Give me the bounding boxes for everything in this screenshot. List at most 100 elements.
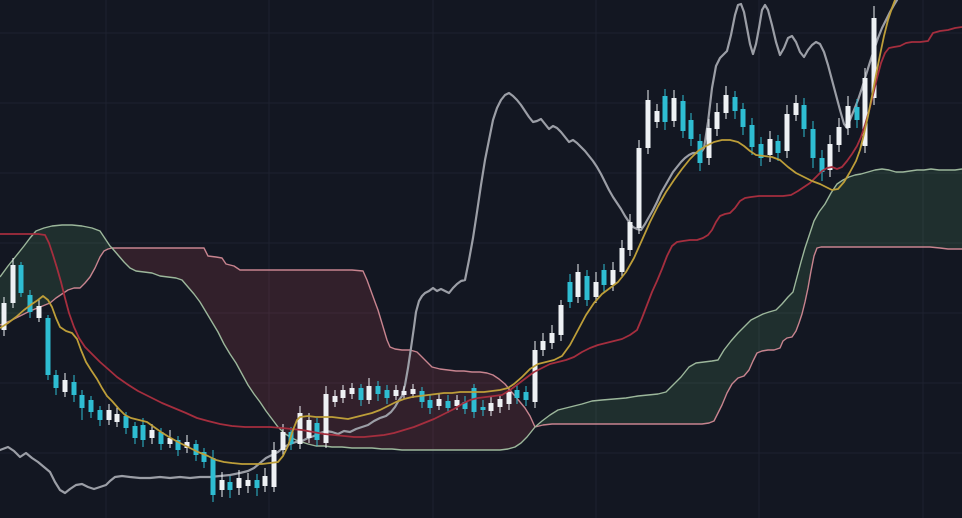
candle-up	[627, 214, 633, 256]
candle-body	[366, 386, 372, 400]
candle-down	[810, 121, 816, 168]
candle-down	[53, 370, 59, 395]
chikou-span-line	[0, 0, 899, 495]
candle-body	[636, 148, 642, 228]
candle-down	[801, 98, 807, 137]
candle-up	[654, 104, 660, 128]
candle-body	[714, 112, 720, 129]
candle-body	[10, 265, 16, 303]
candle-body	[749, 125, 755, 147]
kijun-line	[0, 26, 962, 438]
candle-body	[706, 128, 712, 158]
candle-body	[758, 144, 764, 158]
candle-body	[810, 129, 816, 158]
candle-up	[401, 386, 407, 399]
candle-up	[167, 430, 173, 448]
tenkan-sen-line	[0, 0, 896, 465]
candle-body	[106, 410, 112, 420]
candle-up	[1, 297, 7, 336]
candle-body	[262, 476, 268, 486]
candle-up	[827, 135, 833, 177]
candle-down	[749, 118, 755, 155]
candle-body	[497, 399, 503, 407]
candle-body	[471, 388, 477, 412]
candle-down	[132, 422, 138, 444]
candle-up	[236, 470, 242, 495]
candle-up	[114, 407, 120, 427]
candle-up	[793, 95, 799, 121]
candle-up	[106, 404, 112, 425]
candle-down	[740, 103, 746, 135]
candle-body	[158, 432, 164, 444]
candle-body	[584, 276, 590, 300]
candle-up	[497, 396, 503, 413]
candle-body	[149, 430, 155, 438]
candle-body	[384, 390, 390, 398]
candle-up	[340, 385, 346, 403]
candle-up	[62, 373, 68, 397]
candle-up	[349, 383, 355, 399]
candle-down	[427, 395, 433, 414]
candle-body	[45, 318, 51, 375]
candle-body	[314, 423, 320, 440]
candle-down	[758, 137, 764, 166]
candle-up	[297, 406, 303, 449]
candle-body	[445, 401, 451, 408]
candle-body	[219, 480, 225, 490]
candle-body	[845, 106, 851, 128]
candle-body	[358, 388, 364, 400]
candle-body	[601, 270, 607, 285]
candle-body	[184, 442, 190, 448]
candle-body	[79, 395, 85, 408]
candle-body	[140, 425, 146, 440]
candle-body	[662, 96, 668, 122]
candle-down	[97, 406, 103, 426]
candle-body	[245, 480, 251, 486]
candle-down	[358, 384, 364, 406]
candle-body	[340, 390, 346, 398]
candle-body	[436, 399, 442, 406]
candle-down	[88, 396, 94, 418]
candle-body	[697, 141, 703, 163]
candle-up	[575, 264, 581, 303]
candle-body	[784, 114, 790, 151]
candle-body	[27, 295, 33, 312]
candle-body	[1, 303, 7, 330]
candle-body	[88, 400, 94, 412]
candle-body	[723, 95, 729, 113]
candle-body	[801, 105, 807, 129]
candle-down	[697, 134, 703, 171]
candle-body	[688, 120, 694, 139]
candle-down	[819, 150, 825, 181]
candle-body	[567, 282, 573, 302]
candle-body	[254, 480, 260, 488]
candle-down	[514, 384, 520, 404]
candle-body	[514, 390, 520, 398]
candle-up	[706, 119, 712, 165]
candle-up	[845, 96, 851, 135]
candle-up	[532, 341, 538, 408]
candle-body	[123, 416, 129, 428]
candle-down	[71, 375, 77, 402]
candle-down	[480, 400, 486, 416]
candle-up	[558, 300, 564, 341]
tenkan-line	[0, 0, 896, 465]
candle-up	[488, 397, 494, 416]
candle-up	[593, 272, 599, 303]
candle-body	[410, 389, 416, 394]
candle-down	[523, 386, 529, 406]
kijun-sen-line	[0, 26, 962, 438]
candle-body	[645, 100, 651, 148]
candle-body	[427, 400, 433, 408]
candle-down	[445, 395, 451, 413]
candle-down	[27, 290, 33, 318]
candle-up	[410, 384, 416, 398]
candle-up	[619, 240, 625, 278]
candle-body	[836, 127, 842, 145]
candle-body	[793, 103, 799, 115]
candle-up	[836, 118, 842, 152]
candle-down	[227, 476, 233, 498]
candle-body	[558, 305, 564, 335]
